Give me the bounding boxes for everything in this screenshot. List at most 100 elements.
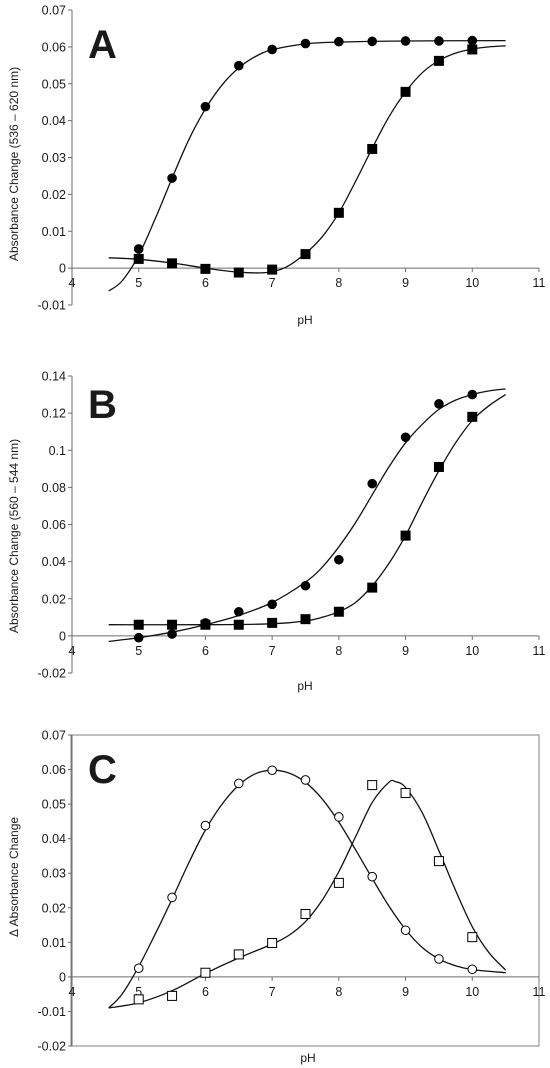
y-tick-label: 0.06 <box>42 40 66 54</box>
x-tick-label: 8 <box>335 985 342 999</box>
data-point-series-2 <box>267 617 278 628</box>
data-point-series-2 <box>233 619 244 630</box>
data-point-series-2 <box>467 411 478 422</box>
x-tick-label: 6 <box>202 985 209 999</box>
panel-b: B pH Absorbance Change (560 – 544 nm) -0… <box>7 370 546 694</box>
x-tick-label: 4 <box>69 276 76 290</box>
panel-b-y-axis-label: Absorbance Change (560 – 544 nm) <box>7 439 21 633</box>
data-point-series-2 <box>233 267 244 278</box>
panel-b-x-axis-label: pH <box>297 679 312 693</box>
data-point-series-1 <box>434 399 444 409</box>
data-point-series-1 <box>267 44 277 55</box>
data-point-series-1 <box>367 871 378 882</box>
data-point-series-1 <box>367 478 378 489</box>
data-point-series-1 <box>467 35 478 46</box>
data-point-series-2 <box>400 788 411 799</box>
panel-a-y-axis-label: Absorbance Change (536 – 620 nm) <box>7 67 21 261</box>
panel-c-plot <box>108 765 507 1009</box>
data-point-series-2 <box>267 938 278 949</box>
data-point-series-1 <box>334 554 344 565</box>
data-point-series-1 <box>334 36 344 47</box>
panel-a-x-axis-label: pH <box>297 313 312 327</box>
data-point-series-2 <box>267 264 278 275</box>
x-tick-label: 5 <box>135 644 142 658</box>
data-point-series-2 <box>133 253 144 264</box>
data-point-series-1 <box>233 606 244 617</box>
data-point-series-1 <box>167 629 177 639</box>
fit-curve-series-2 <box>108 394 506 626</box>
data-point-series-2 <box>433 856 444 867</box>
x-tick-label: 6 <box>202 644 209 658</box>
panel-b-y-axis: -0.02 0 0.02 0.04 0.06 0.08 0.1 0.12 0.14 <box>38 370 73 681</box>
y-tick-label: -0.01 <box>38 1005 67 1019</box>
x-tick-label: 9 <box>402 985 409 999</box>
data-point-series-1 <box>300 775 311 785</box>
x-tick-label: 9 <box>402 276 409 290</box>
data-point-series-1 <box>400 36 411 46</box>
data-point-series-1 <box>167 892 177 903</box>
y-tick-label: 0.1 <box>49 444 66 458</box>
x-tick-label: 10 <box>465 276 479 290</box>
data-point-series-1 <box>434 954 444 964</box>
data-point-series-2 <box>333 877 344 888</box>
panel-b-plot <box>108 388 506 643</box>
y-tick-label: 0.02 <box>42 901 66 915</box>
y-tick-label: 0.02 <box>42 188 66 202</box>
data-point-series-1 <box>233 778 244 789</box>
y-tick-label: 0.06 <box>42 763 66 777</box>
data-point-series-1 <box>300 38 311 49</box>
data-point-series-2 <box>167 619 178 630</box>
y-tick-label: 0.04 <box>42 555 66 569</box>
data-point-series-2 <box>300 908 311 919</box>
y-tick-label: 0.12 <box>42 407 66 421</box>
fit-curve-series-1 <box>108 388 506 643</box>
data-point-series-2 <box>200 619 211 630</box>
y-tick-label: 0.14 <box>42 370 66 384</box>
data-point-series-2 <box>167 258 178 269</box>
x-tick-label: 11 <box>533 985 546 999</box>
panel-c-letter: C <box>88 748 117 792</box>
data-point-series-1 <box>133 632 144 643</box>
x-tick-label: 8 <box>335 644 342 658</box>
data-point-series-1 <box>400 432 411 443</box>
x-tick-label: 9 <box>402 644 409 658</box>
data-point-series-1 <box>167 173 177 183</box>
data-point-series-1 <box>467 964 478 975</box>
data-point-series-1 <box>200 820 211 831</box>
x-tick-label: 7 <box>269 985 276 999</box>
y-tick-label: 0.05 <box>42 798 66 812</box>
panel-a-y-axis: -0.01 0 0.01 0.02 0.03 0.04 0.05 0.06 0.07 <box>38 4 73 313</box>
data-point-series-1 <box>233 60 244 71</box>
x-tick-label: 4 <box>69 985 76 999</box>
y-tick-label: 0.02 <box>42 592 66 606</box>
fit-curve-series-2 <box>108 779 507 1009</box>
data-point-series-1 <box>434 36 444 46</box>
panel-c-frame <box>70 734 540 1047</box>
y-tick-label: 0.01 <box>42 225 66 239</box>
y-tick-label: 0 <box>59 970 66 984</box>
x-tick-label: 5 <box>135 985 142 999</box>
panel-a-plot <box>108 35 506 292</box>
data-point-series-1 <box>300 580 311 591</box>
data-point-series-1 <box>267 599 277 610</box>
x-tick-label: 11 <box>533 644 546 658</box>
data-point-series-2 <box>200 967 211 978</box>
y-tick-label: 0.04 <box>42 832 66 846</box>
x-tick-label: 5 <box>135 276 142 290</box>
y-tick-label: 0.06 <box>42 518 66 532</box>
data-point-series-2 <box>333 207 344 218</box>
data-point-series-1 <box>133 963 144 974</box>
y-tick-label: 0.07 <box>42 729 66 743</box>
y-tick-label: 0 <box>59 629 66 643</box>
data-point-series-1 <box>400 925 411 936</box>
panel-a-x-axis: 4 5 6 7 8 9 10 11 <box>69 267 546 290</box>
panel-c-y-axis: -0.02 -0.01 0 0.01 0.02 0.03 0.04 0.05 0.06 0.07 <box>38 729 73 1054</box>
x-tick-label: 11 <box>533 276 546 290</box>
panel-b-letter: B <box>88 383 117 427</box>
data-point-series-2 <box>300 249 311 260</box>
y-tick-label: 0.01 <box>42 936 66 950</box>
data-point-series-1 <box>467 389 478 400</box>
data-point-series-2 <box>333 606 344 617</box>
x-tick-label: 10 <box>465 985 479 999</box>
